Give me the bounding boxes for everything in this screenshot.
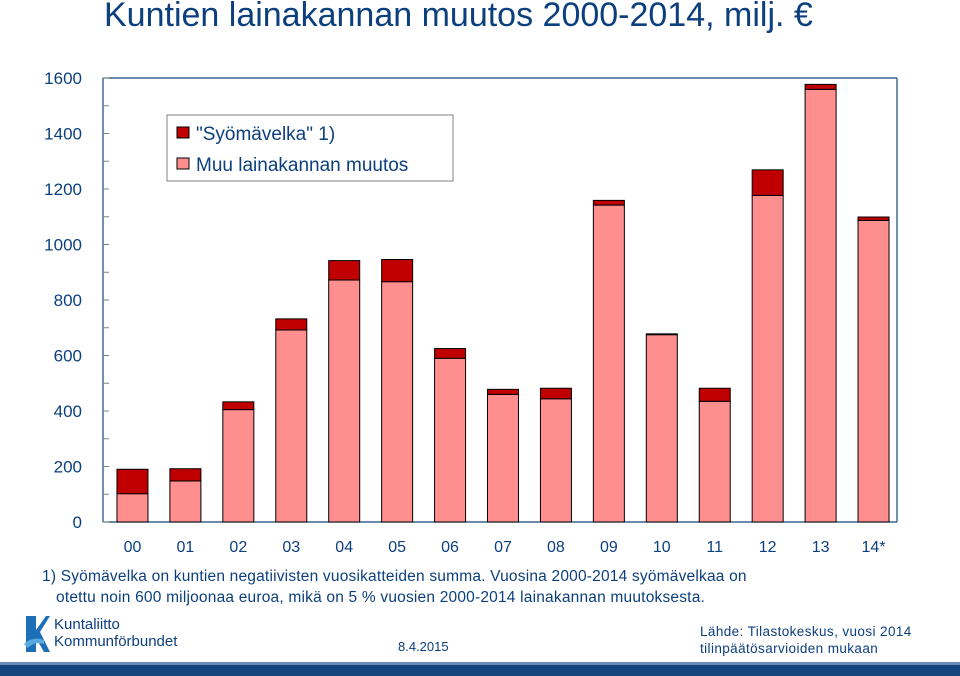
- x-tick-label: 09: [600, 539, 618, 556]
- bar-segment-muu: [751, 194, 784, 523]
- x-tick-label: 04: [335, 539, 353, 556]
- stacked-bar-chart: 0 200 400 600 800 1000 1200 1400 1600 00 01 02 03 04…: [44, 69, 898, 556]
- x-tick-label: 13: [812, 539, 830, 556]
- chart-title: Kuntien lainakannan muutos 2000-2014, mi…: [104, 0, 813, 34]
- x-tick-label: 05: [388, 539, 406, 556]
- bar-segment-syomavelka: [381, 258, 414, 283]
- bar-segment-muu: [592, 204, 625, 523]
- footnote-line-1: 1) Syömävelka on kuntien negatiivisten v…: [42, 568, 747, 585]
- bar-segment-syomavelka: [328, 260, 361, 281]
- legend-label-muu: Muu lainakannan muutos: [196, 155, 408, 176]
- x-tick-label: 07: [494, 539, 512, 556]
- bar-segment-muu: [698, 400, 731, 523]
- x-tick-label: 08: [547, 539, 565, 556]
- bar-segment-syomavelka: [487, 388, 519, 395]
- bar-segment-syomavelka: [275, 318, 308, 331]
- bar-segment-muu: [169, 480, 202, 523]
- x-tick-label: 01: [177, 539, 195, 556]
- bottom-bar-highlight: [0, 662, 960, 665]
- footnote: 1) Syömävelka on kuntien negatiivisten v…: [42, 566, 942, 608]
- bar-segment-syomavelka: [539, 387, 572, 400]
- legend-swatch-syomavelka: [176, 126, 190, 139]
- bar-segment-muu: [434, 357, 467, 523]
- y-tick-label: 400: [54, 402, 82, 421]
- chart-legend: "Syömävelka" 1) Muu lainakannan muutos: [166, 114, 454, 182]
- bar-segment-muu: [645, 334, 678, 523]
- x-tick-label: 00: [124, 539, 142, 556]
- bar-segment-muu: [328, 279, 361, 523]
- x-tick-label: 12: [759, 539, 777, 556]
- source-line-1: Lähde: Tilastokeskus, vuosi 2014: [700, 624, 912, 639]
- x-tick-label: 03: [282, 539, 300, 556]
- x-tick-label: 10: [653, 539, 671, 556]
- source-note: Lähde: Tilastokeskus, vuosi 2014 tilinpä…: [700, 623, 912, 657]
- y-tick-label: 1600: [44, 69, 82, 88]
- bar-segment-muu: [222, 409, 255, 523]
- bar-segment-muu: [275, 329, 308, 523]
- bottom-bar: [0, 662, 960, 676]
- bar-segment-muu: [804, 88, 837, 523]
- bar-segment-muu: [857, 219, 890, 523]
- bar-segment-muu: [539, 398, 572, 523]
- y-tick-label: 600: [54, 347, 82, 366]
- x-tick-label: 11: [706, 539, 723, 556]
- bar-segment-muu: [487, 393, 519, 523]
- date-label: 8.4.2015: [398, 639, 449, 654]
- bar-segment-syomavelka: [698, 387, 731, 402]
- x-tick-label: 14*: [862, 539, 886, 556]
- bar-segment-syomavelka: [434, 348, 467, 359]
- footnote-line-2: otettu noin 600 miljoonaa euroa, mikä on…: [56, 589, 706, 606]
- x-tick-label: 06: [441, 539, 459, 556]
- bar-segment-syomavelka: [116, 468, 149, 495]
- bar-segment-syomavelka: [857, 216, 890, 221]
- legend-label-syomavelka: "Syömävelka" 1): [196, 124, 335, 145]
- bar-segment-syomavelka: [222, 401, 255, 411]
- logo-line-1: Kuntaliitto: [54, 616, 120, 633]
- kuntaliitto-logo-icon: [24, 616, 50, 652]
- bar-segment-syomavelka: [592, 199, 625, 206]
- y-tick-label: 1400: [44, 125, 82, 144]
- y-tick-label: 800: [54, 291, 82, 310]
- kuntaliitto-logo: Kuntaliitto Kommunförbundet: [22, 614, 192, 658]
- y-tick-label: 1200: [44, 180, 82, 199]
- source-line-2: tilinpäätösarvioiden mukaan: [700, 641, 879, 656]
- legend-box: [166, 114, 454, 182]
- bar-segment-syomavelka: [751, 169, 784, 196]
- y-tick-label: 1000: [44, 236, 82, 255]
- y-tick-label: 200: [54, 458, 82, 477]
- logo-line-2: Kommunförbundet: [54, 633, 178, 650]
- legend-swatch-muu: [176, 157, 190, 170]
- bar-segment-syomavelka: [169, 468, 202, 482]
- bar-segment-syomavelka: [645, 333, 678, 336]
- y-tick-label: 0: [73, 513, 82, 532]
- bar-segment-muu: [116, 493, 149, 523]
- bar-segment-muu: [381, 281, 414, 523]
- bar-segment-syomavelka: [804, 83, 837, 90]
- x-tick-label: 02: [229, 539, 247, 556]
